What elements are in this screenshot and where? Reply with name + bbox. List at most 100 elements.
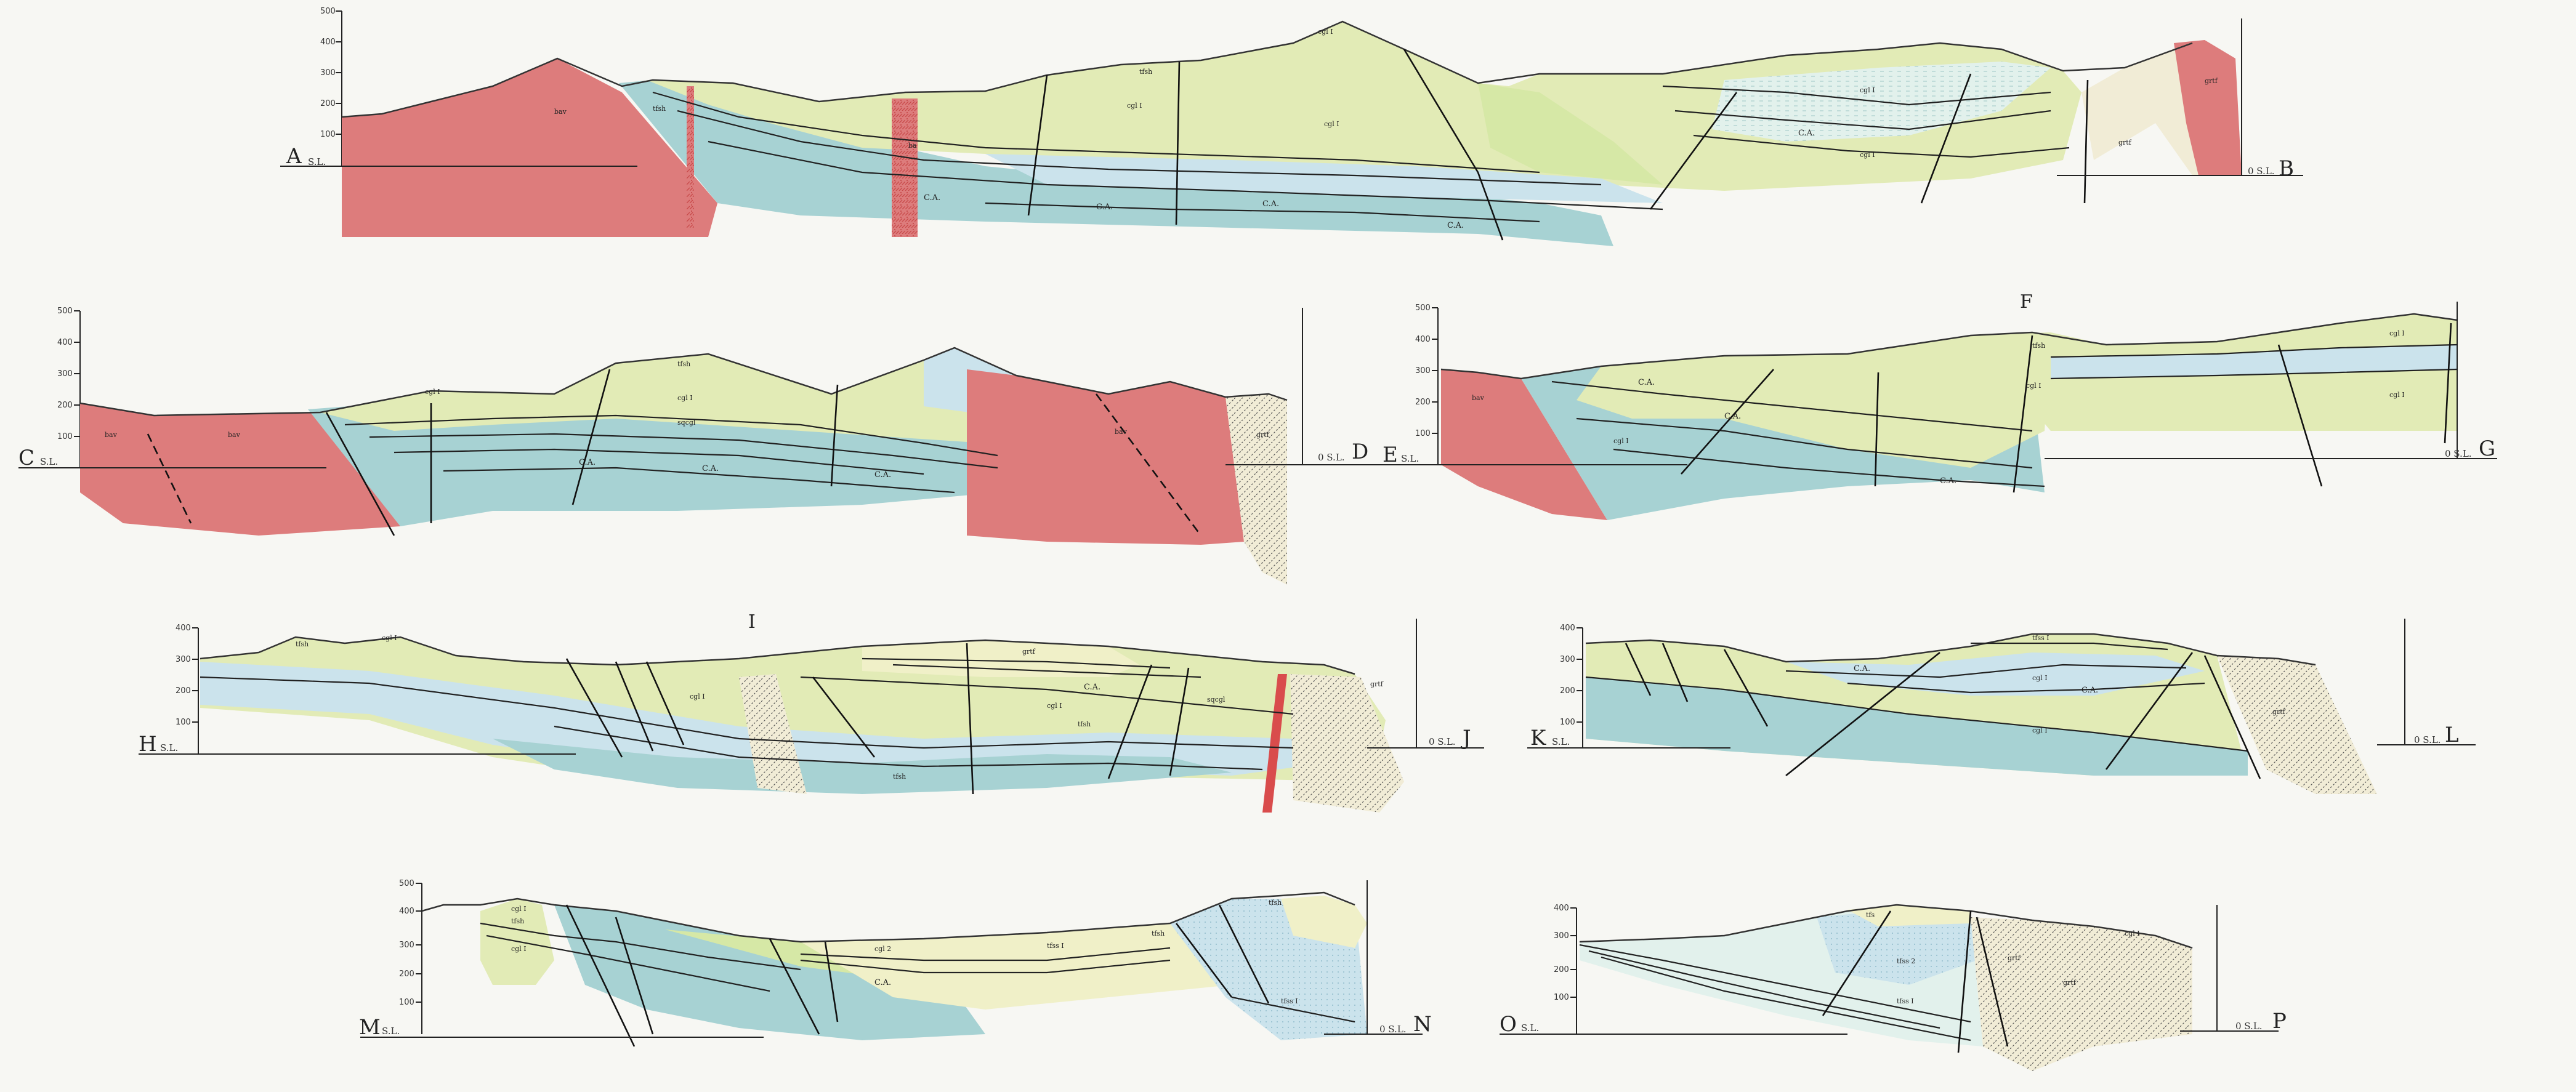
red-igneous-body	[342, 58, 717, 237]
unit-tfsh-hj-3: tfsh	[893, 773, 906, 781]
dike-ab-2	[892, 98, 918, 237]
unit-tfss1-op: tfss I	[1897, 997, 1914, 1005]
unit-ca-ab-1: C.A.	[924, 193, 940, 203]
sl-label-j: 0 S.L.	[1429, 736, 1456, 747]
unit-cgl1-eg-2: cgl I	[2026, 382, 2041, 390]
tick-kl-400: 400	[1560, 624, 1575, 633]
sl-label-b: 0 S.L.	[2248, 166, 2275, 177]
red-igneous-east	[2174, 40, 2242, 175]
tick-eg-300: 300	[1415, 366, 1431, 375]
unit-cgl1-cd: cgl I	[677, 394, 693, 402]
unit-cgl1-mn: cgl I	[511, 905, 527, 913]
unit-grtf-hj-2: grtf	[1370, 680, 1384, 688]
light-blue-band-kl	[1786, 652, 2205, 696]
unit-ca-kl-1: C.A.	[1854, 664, 1870, 673]
pale-yellow-hj	[862, 640, 1139, 677]
section-c-d: 500 400 300 200 100 C S.L. D 0 S.L. bav …	[18, 307, 1386, 585]
unit-cgl1-cd-2: cgl I	[425, 388, 440, 396]
unit-cgl1-eg-4: cgl I	[2389, 391, 2405, 399]
unit-ca-cd-1: C.A.	[579, 458, 596, 467]
sl-label-e: S.L.	[1401, 453, 1419, 464]
tick-500: 500	[320, 7, 336, 16]
unit-ca-ab-4: C.A.	[1447, 221, 1464, 230]
sl-label-o: S.L.	[1521, 1022, 1539, 1034]
tick-400: 400	[320, 38, 336, 47]
unit-grtf-ab-2: grtf	[2118, 139, 2132, 147]
light-blue-band-hj	[200, 662, 1324, 779]
tick-300: 300	[320, 68, 336, 78]
tick-op-200: 200	[1554, 965, 1569, 974]
unit-bav-cd-3: bav	[1115, 428, 1128, 436]
section-label-h: H	[139, 732, 157, 757]
tick-hj-400: 400	[176, 624, 191, 633]
hatched-hj-1	[739, 674, 807, 794]
sl-label-a: S.L.	[308, 156, 326, 167]
unit-tfsh-mn: tfsh	[511, 917, 524, 925]
unit-cgl1-mn-2: cgl I	[511, 945, 527, 953]
section-label-a: A	[286, 144, 302, 169]
hatched-kl	[2217, 656, 2377, 794]
unit-tfsh-hj-2: tfsh	[1078, 720, 1091, 728]
tick-op-300: 300	[1554, 931, 1569, 941]
section-label-k: K	[1530, 726, 1546, 750]
unit-grtf-cd: grtf	[1256, 431, 1270, 439]
sl-label-k: S.L.	[1552, 736, 1570, 747]
unit-cgl1-eg-3: cgl I	[2389, 329, 2405, 337]
tick-mn-400: 400	[399, 907, 414, 916]
yellow-green-layer-eg	[1577, 332, 2051, 468]
unit-cgl1-hj-3: cgl I	[1047, 702, 1062, 710]
hatched-cd-east	[1225, 394, 1287, 585]
unit-ca-cd-2: C.A.	[702, 464, 719, 473]
pale-yellow-mn	[801, 905, 1262, 1010]
unit-tfss1-kl: tfss I	[2032, 634, 2049, 642]
teal-band-kl	[1586, 677, 2248, 776]
unit-tfs-op: tfs	[1866, 911, 1875, 919]
section-o-p: 400 300 200 100 O S.L. P 0 S.L. tfss 2 t…	[1500, 904, 2287, 1071]
section-label-l: L	[2445, 723, 2459, 747]
unit-sqcgl-cd: sqcgl	[677, 419, 696, 427]
tick-mn-300: 300	[399, 941, 414, 950]
unit-cgl2-mn: cgl 2	[874, 945, 891, 953]
tick-cd-300: 300	[57, 369, 73, 379]
scale-eg-left: 500 400 300 200 100	[1415, 303, 1439, 465]
scale-mn-left: 500 400 300 200 100	[399, 879, 422, 1034]
unit-bav-ab: bav	[554, 108, 567, 116]
scale-hj-left: 400 300 200 100	[176, 624, 199, 754]
unit-bav-eg: bav	[1472, 394, 1485, 402]
unit-grtf-hj: grtf	[1022, 648, 1036, 656]
unit-tfsh-mn-2: tfsh	[1152, 929, 1165, 937]
tick-cd-400: 400	[57, 338, 73, 347]
light-blue-band-eg	[2051, 345, 2457, 379]
unit-cgl1-op: cgl I	[2125, 929, 2140, 937]
unit-ca-cd-3: C.A.	[874, 470, 891, 480]
unit-ca-mn: C.A.	[874, 978, 891, 987]
unit-ba-ab: ba	[908, 142, 917, 150]
teal-layer	[619, 80, 1613, 246]
unit-grtf-kl: grtf	[2272, 708, 2286, 716]
tick-cd-100: 100	[57, 432, 73, 441]
tick-kl-200: 200	[1560, 686, 1575, 696]
unit-tfss1-mn: tfss I	[1047, 942, 1064, 950]
unit-tfsh-ab-2: tfsh	[1139, 68, 1152, 76]
hatched-op	[1971, 917, 2192, 1071]
red-igneous-cd-west	[80, 403, 400, 536]
tick-eg-100: 100	[1415, 429, 1431, 438]
dike-hj	[1262, 674, 1287, 813]
section-label-b: B	[2279, 156, 2294, 181]
sl-label-p: 0 S.L.	[2235, 1021, 2263, 1032]
unit-cgl1-hj: cgl I	[382, 634, 397, 642]
teal-layer-mn	[554, 905, 985, 1040]
tick-hj-100: 100	[176, 718, 191, 727]
scale-cd-left: 500 400 300 200 100	[57, 307, 81, 468]
tick-eg-200: 200	[1415, 398, 1431, 407]
unit-cgl1-eg: cgl I	[1613, 437, 1629, 445]
unit-cgl1-ab-top: cgl I	[1318, 28, 1333, 36]
unit-bav-cd: bav	[105, 431, 118, 439]
teal-band-hj	[493, 739, 1232, 794]
unit-tfsh-cd: tfsh	[677, 360, 690, 368]
pale-yellow-mn-east	[1281, 896, 1367, 948]
unit-cgl1-ab-mid: cgl I	[1324, 120, 1339, 128]
unit-sqcgl-hj: sqcgl	[1207, 696, 1225, 704]
unit-tfss2-op: tfss 2	[1897, 957, 1915, 965]
tick-mn-100: 100	[399, 998, 414, 1007]
